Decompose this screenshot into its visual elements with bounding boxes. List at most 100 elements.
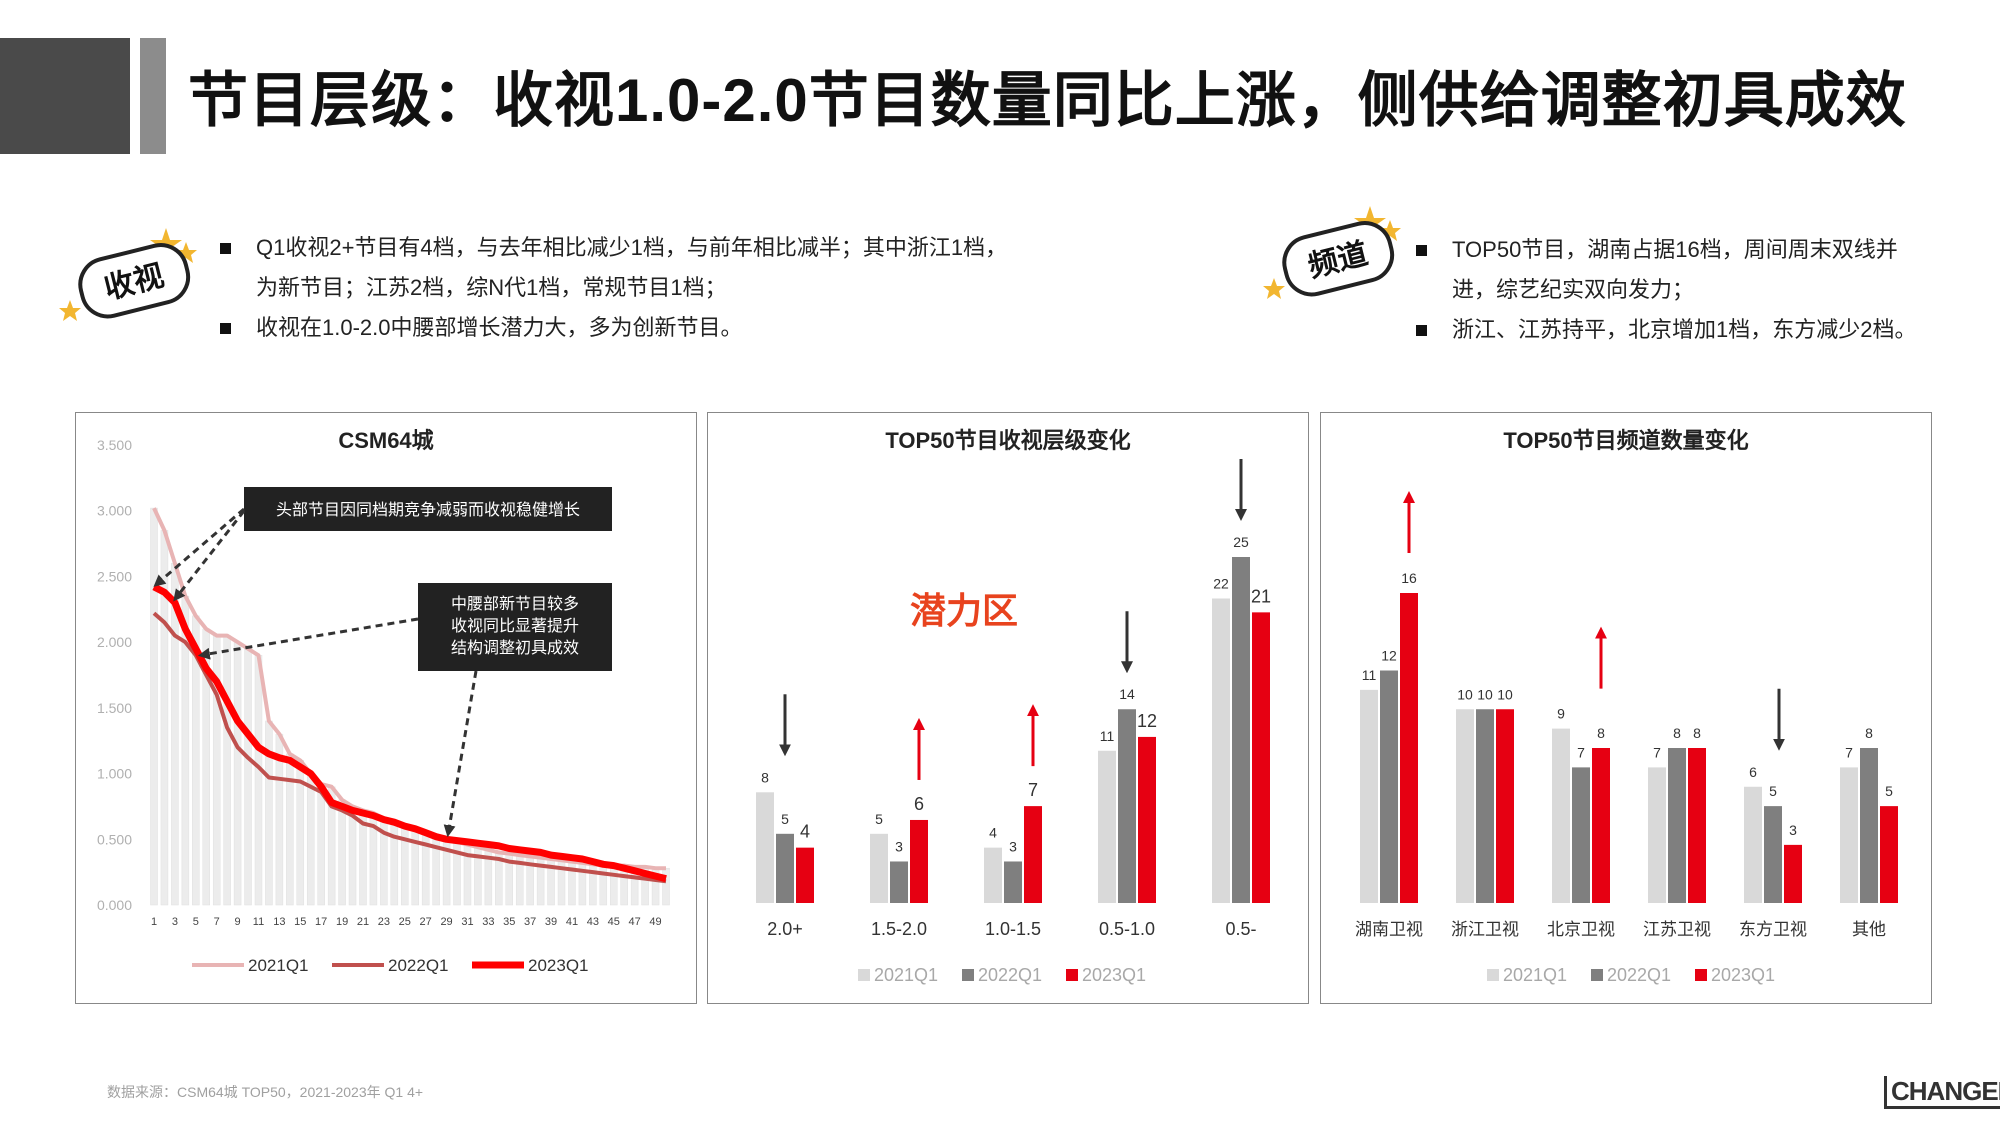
right-bullet-list: TOP50节目，湖南占据16档，周间周末双线并 进，综艺纪实双向发力； 浙江、江…	[1414, 230, 1916, 350]
bar-2021	[317, 783, 325, 906]
data-label: 5	[1885, 783, 1893, 799]
data-label: 7	[1653, 744, 1661, 760]
bar-2021	[662, 867, 670, 906]
y-tick-label: 3.000	[97, 503, 132, 519]
bar-2022Q1	[1764, 806, 1782, 903]
tier-bar-chart-panel: TOP50节目收视层级变化 8 5 4 2.0+ 5 3 6 1.5-2.0 4 3 7 1.0-1.5…	[707, 412, 1309, 1004]
x-tick-label: 13	[273, 916, 285, 928]
right-bullet-1: TOP50节目，湖南占据16档，周间周末双线并	[1414, 230, 1916, 270]
legend-label: 2022Q1	[388, 956, 449, 975]
brand-logo: CHANGEMO	[1884, 1076, 2000, 1109]
x-tick-label: 19	[336, 916, 348, 928]
data-label: 3	[1789, 822, 1797, 838]
bar-2021Q1	[756, 792, 774, 903]
category-label: 0.5-1.0	[1099, 919, 1155, 939]
annotation-text: 中腰部新节目较多	[451, 595, 579, 613]
data-label: 12	[1381, 648, 1397, 664]
x-tick-label: 29	[440, 916, 452, 928]
bar-2021	[160, 530, 169, 906]
annotation-text: 头部节目因同档期竞争减弱而收视稳健增长	[276, 501, 580, 519]
category-label: 东方卫视	[1739, 920, 1807, 939]
bar-2023Q1	[1496, 709, 1514, 903]
legend-swatch	[1066, 969, 1078, 981]
x-tick-label: 27	[420, 916, 432, 928]
y-tick-label: 2.500	[97, 568, 132, 584]
title-block-accent	[140, 38, 166, 154]
legend-label: 2022Q1	[978, 965, 1042, 985]
data-label: 5	[781, 811, 789, 827]
legend-swatch	[858, 969, 870, 981]
bar-2021	[223, 635, 231, 906]
annotation-arrow	[173, 510, 246, 602]
chart-title: TOP50节目收视层级变化	[885, 428, 1130, 453]
bar-2021	[244, 648, 252, 906]
data-label: 3	[895, 838, 903, 854]
bar-2021Q1	[1212, 598, 1230, 903]
bar-2022Q1	[1668, 748, 1686, 903]
annotation-arrow	[197, 617, 419, 660]
annotation-arrow	[443, 670, 478, 838]
annotation-text: 收视同比显著提升	[451, 617, 579, 635]
data-label: 3	[1009, 838, 1017, 854]
legend-label: 2022Q1	[1607, 965, 1671, 985]
x-tick-label: 37	[524, 916, 536, 928]
bar-2023Q1	[1880, 806, 1898, 903]
chart-title: TOP50节目频道数量变化	[1503, 428, 1748, 453]
legend-label: 2023Q1	[1082, 965, 1146, 985]
x-tick-label: 35	[503, 916, 515, 928]
data-label: 8	[1673, 725, 1681, 741]
x-tick-label: 39	[545, 916, 557, 928]
left-bullet-1: Q1收视2+节目有4档，与去年相比减少1档，与前年相比减半；其中浙江1档，	[218, 228, 1007, 268]
x-tick-label: 3	[172, 916, 178, 928]
annotation-text: 结构调整初具成效	[451, 639, 579, 657]
tier-bar-chart: TOP50节目收视层级变化8542.0+5361.5-2.04371.0-1.5…	[756, 428, 1271, 985]
bar-2021Q1	[870, 833, 888, 903]
right-bullet-2: 浙江、江苏持平，北京增加1档，东方减少2档。	[1414, 310, 1916, 350]
category-label: 北京卫视	[1547, 920, 1615, 939]
bar-2021	[348, 806, 357, 906]
x-tick-label: 45	[608, 916, 620, 928]
right-bullet-1-cont: 进，综艺纪实双向发力；	[1452, 277, 1695, 302]
bar-2023Q1	[1592, 748, 1610, 903]
bar-2021Q1	[1552, 728, 1570, 903]
legend-label: 2021Q1	[1503, 965, 1567, 985]
star-badge-icon: 频道	[1263, 206, 1401, 299]
data-label: 6	[1749, 764, 1757, 780]
bar-2022Q1	[1004, 861, 1022, 903]
bar-2023Q1	[1400, 593, 1418, 903]
category-label: 湖南卫视	[1355, 920, 1423, 939]
category-label: 江苏卫视	[1643, 920, 1711, 939]
data-label: 10	[1497, 686, 1513, 702]
left-bullet-list: Q1收视2+节目有4档，与去年相比减少1档，与前年相比减半；其中浙江1档， 为新…	[218, 228, 1007, 348]
x-tick-label: 47	[629, 916, 641, 928]
legend-swatch	[1695, 969, 1707, 981]
category-label: 其他	[1852, 920, 1886, 939]
data-label: 9	[1557, 706, 1565, 722]
y-tick-label: 0.000	[97, 897, 132, 913]
bar-2022Q1	[1232, 557, 1250, 903]
bar-2021Q1	[1840, 767, 1858, 903]
x-tick-label: 21	[357, 916, 369, 928]
series-line-2022Q1	[152, 611, 667, 884]
bar-2021	[150, 507, 158, 906]
annotation-arrow	[153, 507, 245, 587]
data-label: 6	[914, 794, 924, 814]
bar-2023Q1	[796, 847, 814, 903]
potential-zone-label: 潜力区	[910, 590, 1018, 631]
bar-2021	[306, 773, 315, 906]
x-tick-label: 17	[315, 916, 327, 928]
x-tick-label: 49	[649, 916, 661, 928]
bar-2021	[338, 799, 346, 906]
bar-2023Q1	[1784, 844, 1802, 903]
category-label: 2.0+	[767, 919, 803, 939]
line-chart: CSM64城 0.000 0.500 1.000 1.500 2.000 2.500 3.00…	[97, 428, 670, 975]
y-tick-label: 3.500	[97, 437, 132, 453]
left-bullet-1-cont: 为新节目；江苏2档，综N代1档，常规节目1档；	[256, 275, 727, 300]
data-label: 8	[1865, 725, 1873, 741]
bar-2022Q1	[1572, 767, 1590, 903]
data-source-note: 数据来源：CSM64城 TOP50，2021-2023年 Q1 4+	[107, 1084, 424, 1100]
channel-bar-chart-panel: TOP50节目频道数量变化 11 12 16 湖南卫视 10 10 10 浙江卫视 9 7 8 北京卫视…	[1320, 412, 1932, 1004]
x-tick-label: 5	[193, 916, 199, 928]
data-label: 5	[875, 811, 883, 827]
